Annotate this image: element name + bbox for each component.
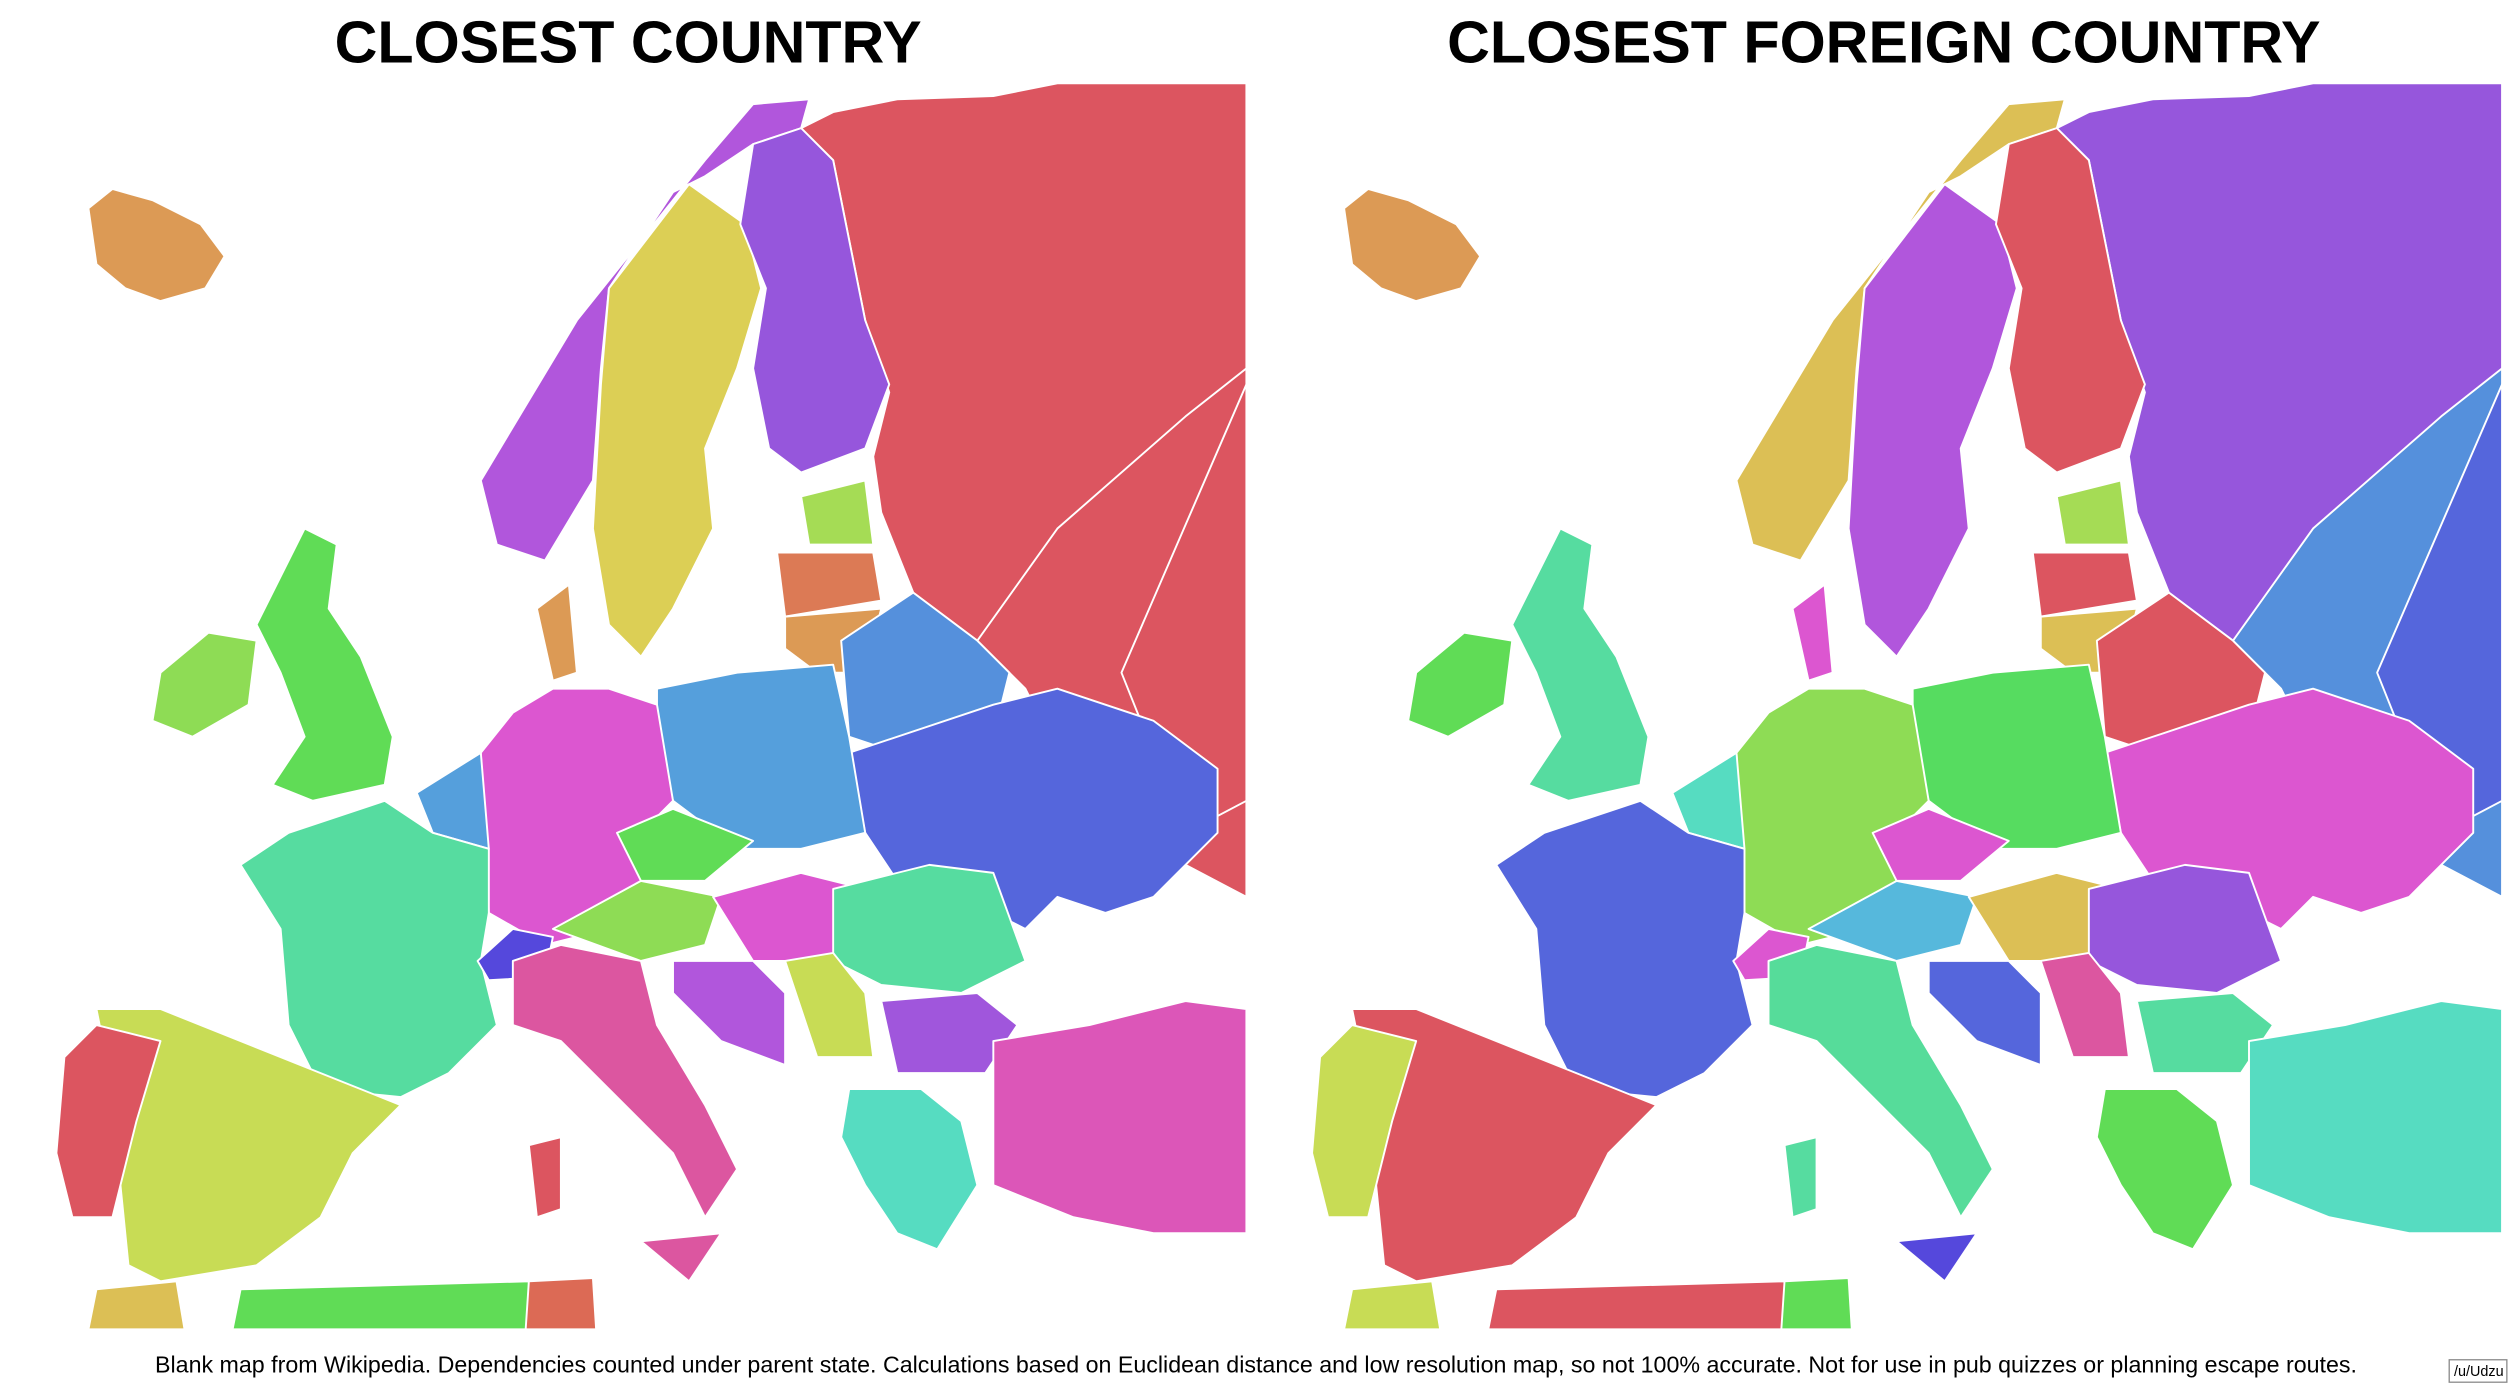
left-title: CLOSEST COUNTRY	[335, 8, 922, 75]
region-italy	[511, 943, 739, 1219]
region-portugal	[55, 1024, 162, 1219]
region-sardinia	[527, 1136, 562, 1219]
region-iceland	[1343, 188, 1482, 303]
region-algeria	[231, 1280, 530, 1331]
region-czechia	[1871, 807, 2010, 882]
region-tunisia	[1780, 1277, 1853, 1331]
region-tunisia	[524, 1277, 598, 1331]
region-portugal	[1311, 1024, 1418, 1219]
credit-box	[2448, 1359, 2508, 1383]
region-serbia	[784, 952, 875, 1059]
right-map	[1311, 82, 2504, 1331]
region-italy	[1767, 943, 1994, 1219]
region-greece	[2095, 1088, 2234, 1251]
caption: Blank map from Wikipedia. Dependencies c…	[155, 1352, 2357, 1378]
region-latvia	[776, 551, 883, 618]
region-algeria	[1487, 1280, 1786, 1331]
region-uk	[255, 527, 394, 802]
region-latvia	[2031, 551, 2138, 618]
region-croatia-bosnia	[1927, 960, 2042, 1067]
region-sweden	[591, 183, 763, 658]
region-sicily	[1895, 1232, 1978, 1283]
region-morocco	[87, 1280, 186, 1331]
region-denmark	[1791, 583, 1834, 682]
region-uk	[1511, 527, 1650, 802]
credit: /u/Udzu	[2454, 1364, 2504, 1380]
region-austria	[1807, 879, 1978, 962]
region-france	[1495, 799, 1754, 1099]
region-sicily	[640, 1232, 723, 1283]
region-finland	[739, 127, 891, 474]
region-sweden	[1847, 183, 2018, 658]
region-serbia	[2039, 952, 2130, 1059]
region-austria	[551, 879, 723, 962]
region-estonia	[800, 479, 875, 546]
region-romania	[832, 863, 1027, 994]
region-denmark	[535, 583, 578, 682]
region-turkey	[992, 1000, 1248, 1235]
region-czechia	[615, 807, 755, 882]
left-map	[55, 82, 1248, 1331]
region-morocco	[1343, 1280, 1442, 1331]
region-croatia-bosnia	[672, 960, 787, 1067]
region-sardinia	[1783, 1136, 1818, 1219]
region-estonia	[2055, 479, 2130, 546]
region-greece	[840, 1088, 979, 1251]
right-title: CLOSEST FOREIGN COUNTRY	[1447, 8, 2320, 75]
region-france	[239, 799, 498, 1099]
region-ireland	[151, 631, 258, 738]
region-ireland	[1407, 631, 1514, 738]
region-turkey	[2248, 1000, 2504, 1235]
region-romania	[2087, 863, 2282, 994]
region-finland	[1994, 127, 2146, 474]
region-iceland	[87, 188, 226, 303]
